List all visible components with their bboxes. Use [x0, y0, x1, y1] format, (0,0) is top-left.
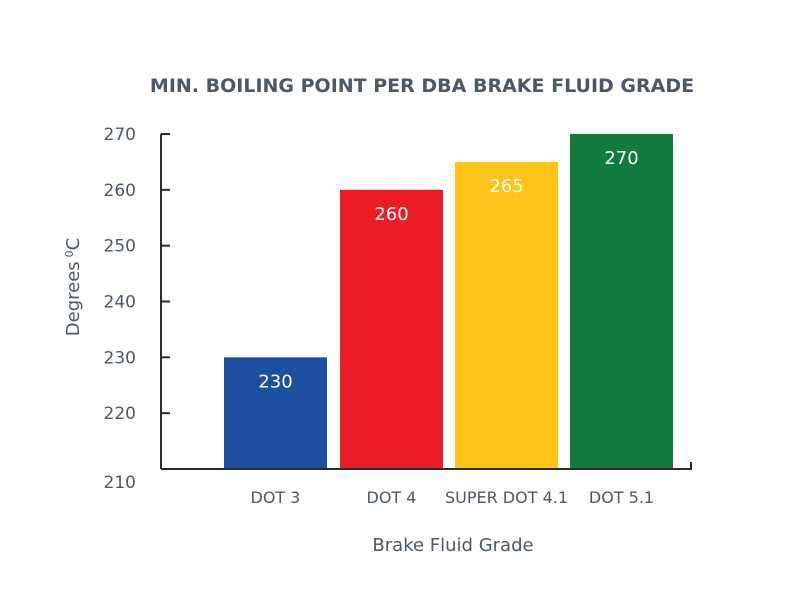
- x-category-label: DOT 4: [367, 488, 417, 507]
- y-tick-label: 220: [104, 404, 136, 424]
- y-tick-label: 270: [104, 125, 136, 145]
- bar-value-label: 270: [604, 148, 638, 169]
- bars-layer: 230 260 265 270: [224, 134, 673, 470]
- x-categories-layer: DOT 3 DOT 4 SUPER DOT 4.1 DOT 5.1: [251, 488, 655, 507]
- y-axis-title: Degrees0C: [63, 238, 85, 336]
- bar-value-label: 230: [258, 371, 292, 392]
- x-axis-title: Brake Fluid Grade: [372, 535, 533, 556]
- chart-title: MIN. BOILING POINT PER DBA BRAKE FLUID G…: [150, 75, 694, 97]
- bar-dot-3: [224, 357, 327, 469]
- x-category-label: DOT 3: [251, 488, 301, 507]
- y-tick-label: 240: [104, 293, 136, 313]
- y-tick-label: 250: [104, 237, 136, 257]
- x-category-label: SUPER DOT 4.1: [445, 488, 568, 507]
- x-category-label: DOT 5.1: [589, 488, 654, 507]
- bar-dot-5-1: [570, 134, 673, 469]
- bar-value-label: 260: [374, 204, 408, 225]
- y-ticks-layer: 210 220 230 240 250 260 270: [104, 125, 170, 493]
- y-tick-label: 230: [104, 348, 136, 368]
- y-tick-label: 210: [104, 473, 136, 493]
- bar-dot-4: [340, 189, 443, 470]
- bar-value-label: 265: [489, 176, 523, 197]
- bar-super-dot-4-1: [455, 161, 558, 469]
- y-tick-label: 260: [104, 181, 136, 201]
